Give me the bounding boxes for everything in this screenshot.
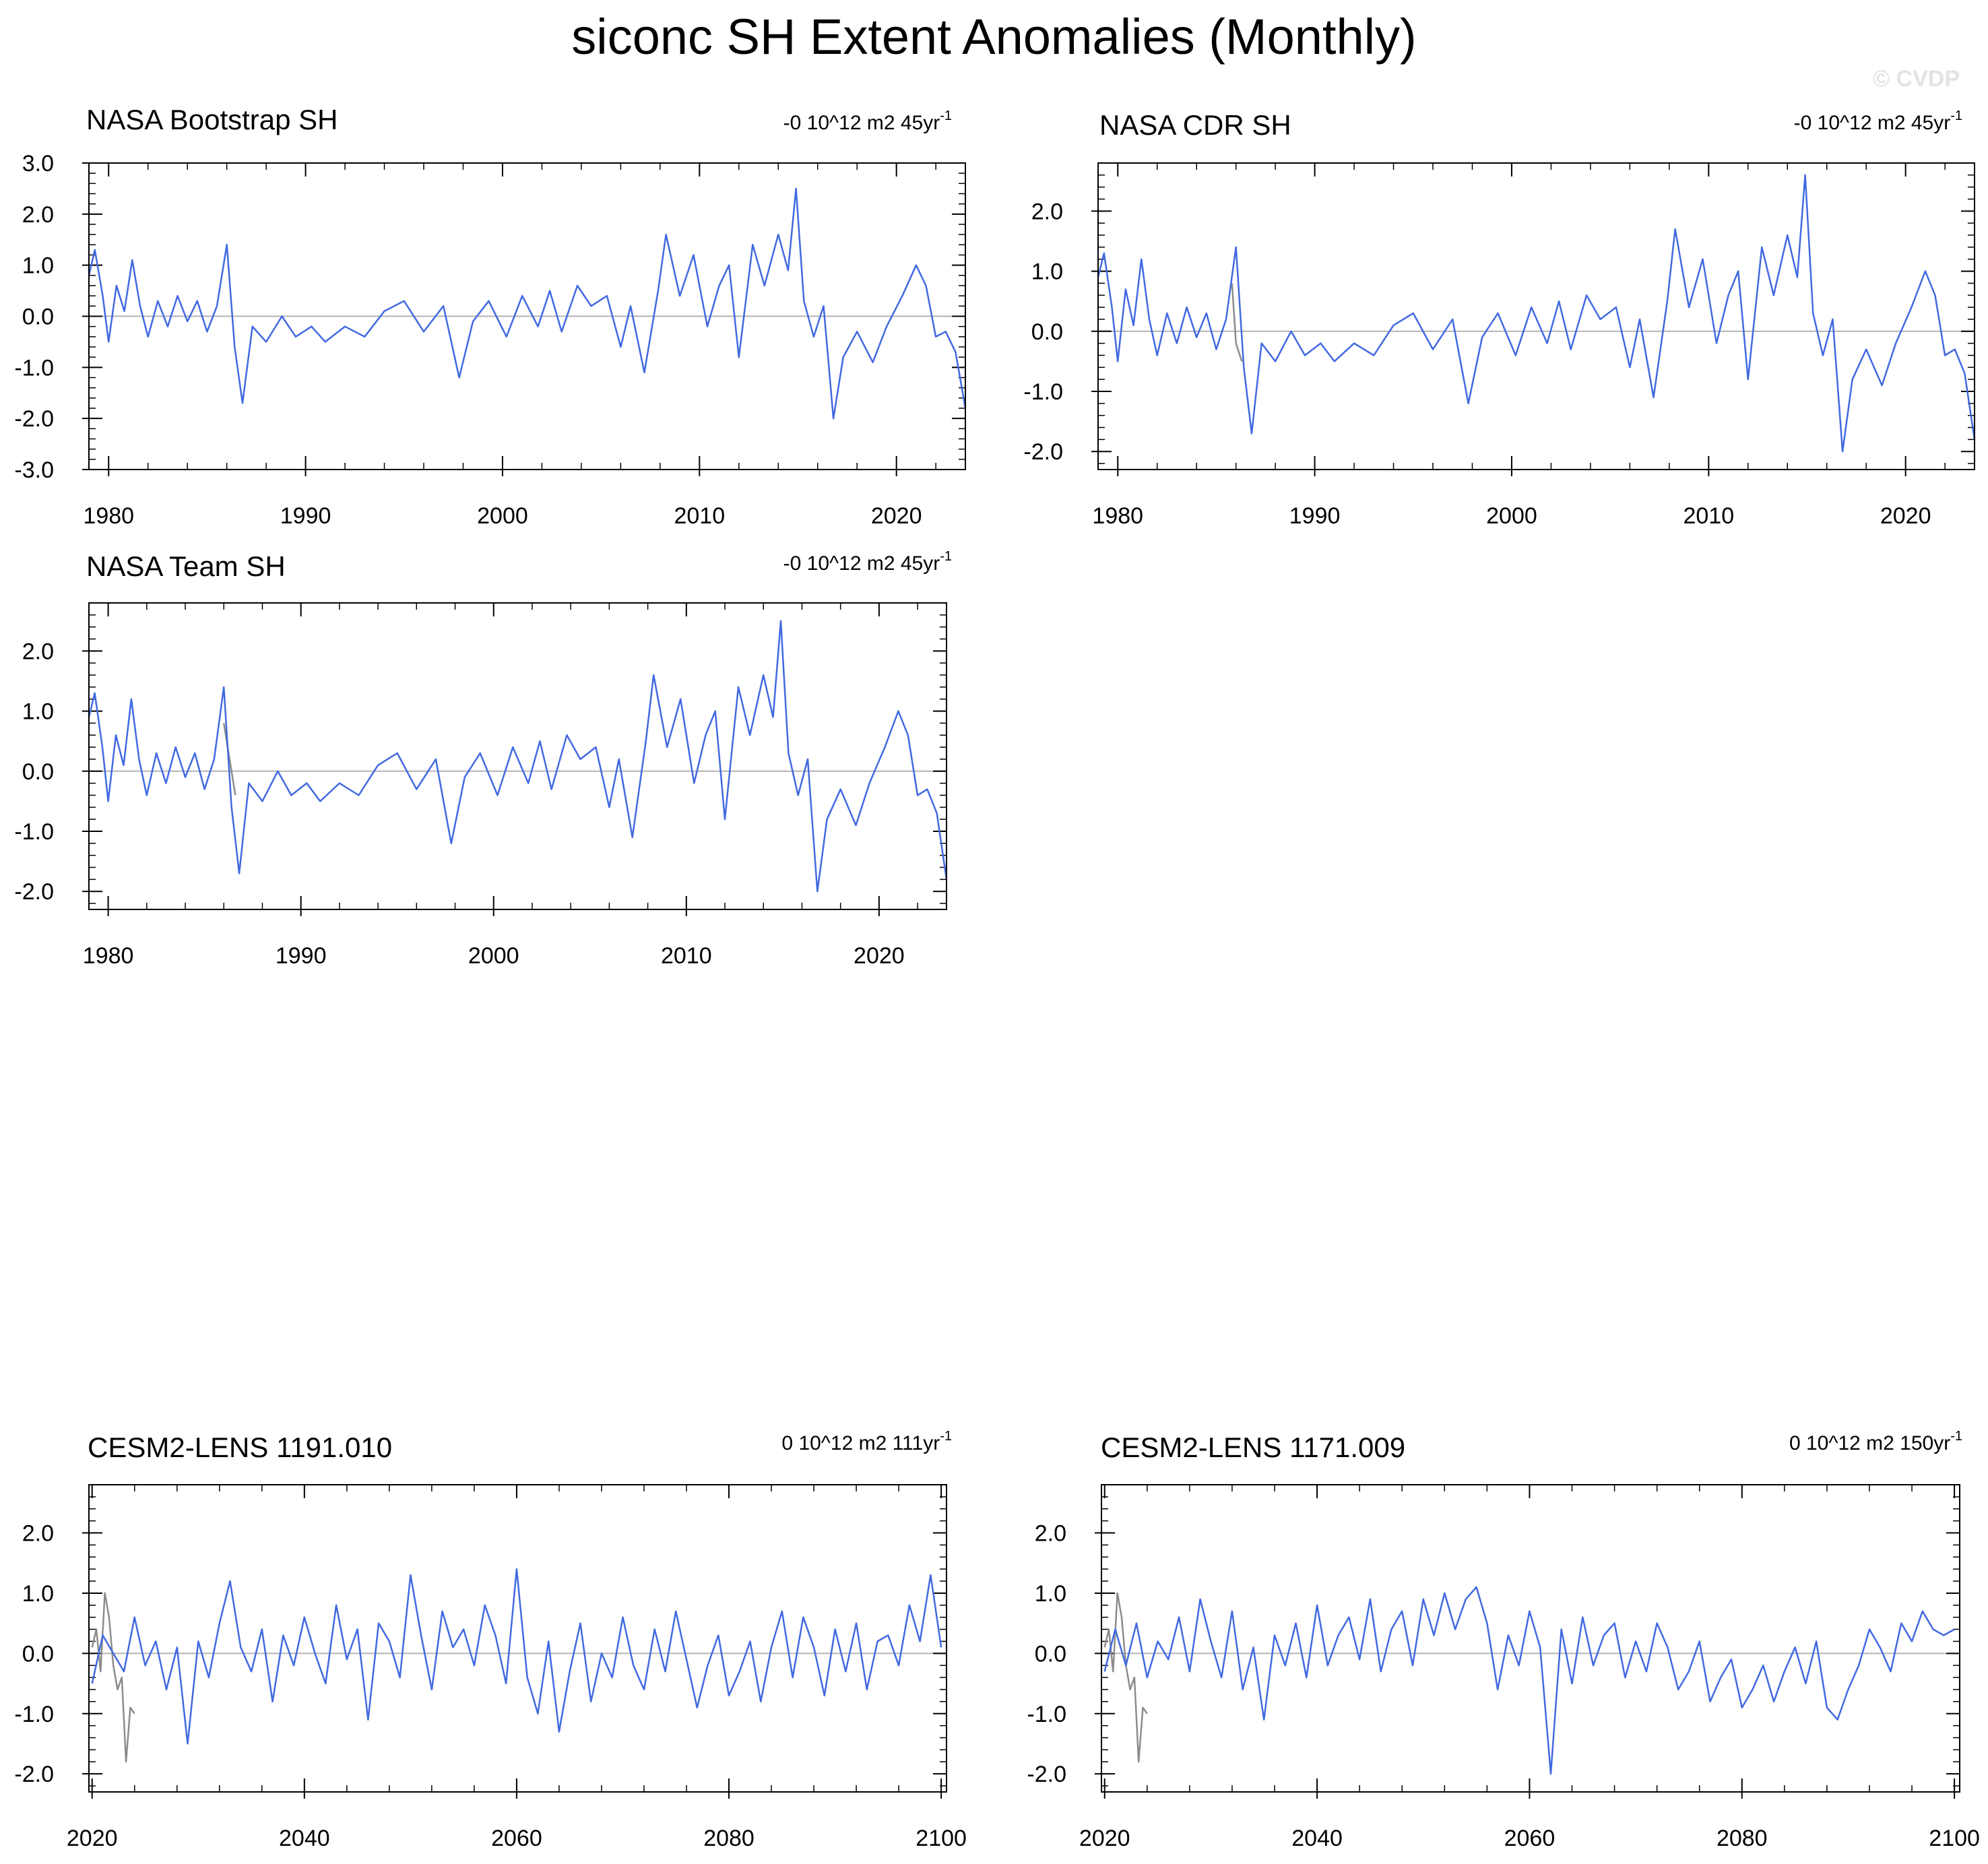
x-tick-label: 2080 <box>1717 1826 1768 1851</box>
y-tick-label: 1.0 <box>22 1581 54 1607</box>
series-line-observed <box>88 620 948 893</box>
y-tick-label: -1.0 <box>14 819 54 845</box>
panel-title: NASA Bootstrap SH <box>86 104 338 135</box>
trend-label: 0 10^12 m2 150yr-1 <box>1789 1429 1962 1454</box>
y-tick-label: -1.0 <box>14 1702 54 1727</box>
chart-panel-1: NASA Bootstrap SH -0 10^12 m2 45yr-1 -3.0 -… <box>14 104 967 529</box>
series-line-reference <box>1231 283 1243 362</box>
y-tick-label: 3.0 <box>22 151 54 176</box>
y-tick-label: 2.0 <box>1035 1521 1066 1547</box>
series-line-reference <box>91 1592 135 1763</box>
x-tick-label: 2060 <box>1504 1826 1556 1851</box>
y-tick-label: -1.0 <box>1027 1702 1066 1727</box>
series-line-model <box>91 1568 942 1745</box>
x-tick-label: 1990 <box>276 943 327 969</box>
y-tick-label: 1.0 <box>22 699 54 725</box>
y-tick-label: 2.0 <box>22 1521 54 1547</box>
trend-label: 0 10^12 m2 111yr-1 <box>781 1429 952 1454</box>
trend-label: -0 10^12 m2 45yr-1 <box>783 108 952 134</box>
x-tick-label: 1980 <box>83 503 134 529</box>
series-line-reference <box>1103 1592 1148 1763</box>
x-tick-label: 2100 <box>1929 1826 1980 1851</box>
x-tick-label: 2100 <box>916 1826 967 1851</box>
panel-title: NASA CDR SH <box>1099 109 1291 141</box>
series-line-model <box>1103 1586 1955 1775</box>
series-line-observed <box>1097 174 1976 453</box>
y-tick-label: 2.0 <box>1031 199 1063 224</box>
y-tick-label: 2.0 <box>22 202 54 228</box>
trend-label: -0 10^12 m2 45yr-1 <box>783 549 952 575</box>
y-tick-label: 0.0 <box>22 1641 54 1667</box>
y-tick-label: 1.0 <box>1031 259 1063 285</box>
x-tick-label: 1980 <box>1092 503 1143 529</box>
y-tick-label: 1.0 <box>1035 1581 1066 1607</box>
y-tick-label: -2.0 <box>14 1762 54 1787</box>
x-tick-label: 2020 <box>871 503 922 529</box>
x-tick-label: 2010 <box>661 943 712 969</box>
x-tick-label: 2040 <box>279 1826 330 1851</box>
trend-exponent: -1 <box>940 549 952 564</box>
chart-panel-3: NASA Team SH -0 10^12 m2 45yr-1 -2.0 -1.0 0.… <box>14 549 952 969</box>
x-tick-label: 2010 <box>1683 503 1734 529</box>
y-tick-label: -3.0 <box>14 457 54 483</box>
x-tick-label: 2060 <box>491 1826 542 1851</box>
trend-value: -0 10^12 m2 45yr <box>783 112 940 134</box>
panel-title: CESM2-LENS 1191.010 <box>88 1432 392 1463</box>
x-tick-label: 2080 <box>703 1826 755 1851</box>
panel-title: CESM2-LENS 1171.009 <box>1101 1432 1405 1463</box>
trend-value: -0 10^12 m2 45yr <box>783 552 940 575</box>
cvdp-watermark: © CVDP <box>1873 66 1960 92</box>
y-tick-label: 0.0 <box>22 759 54 785</box>
x-tick-label: 2040 <box>1291 1826 1343 1851</box>
x-tick-label: 2020 <box>854 943 905 969</box>
x-tick-label: 1990 <box>280 503 331 529</box>
plot-frame <box>88 162 966 470</box>
y-tick-label: -2.0 <box>14 879 54 905</box>
trend-value: -0 10^12 m2 45yr <box>1794 112 1951 134</box>
panel-title: NASA Team SH <box>86 550 286 582</box>
y-tick-label: -2.0 <box>1023 439 1063 465</box>
series-line-reference <box>222 723 236 796</box>
plot-frame <box>1097 162 1975 470</box>
y-tick-label: -1.0 <box>1023 379 1063 405</box>
x-tick-label: 2000 <box>468 943 519 969</box>
y-tick-label: -1.0 <box>14 355 54 381</box>
trend-value: 0 10^12 m2 150yr <box>1789 1432 1950 1454</box>
trend-value: 0 10^12 m2 111yr <box>781 1432 940 1454</box>
x-tick-label: 2010 <box>674 503 725 529</box>
x-tick-label: 2000 <box>1486 503 1537 529</box>
chart-panel-4: CESM2-LENS 1191.010 0 10^12 m2 111yr-1 -2.… <box>14 1429 967 1851</box>
y-tick-label: 2.0 <box>22 639 54 664</box>
trend-label: -0 10^12 m2 45yr-1 <box>1794 108 1962 134</box>
trend-exponent: -1 <box>940 108 952 123</box>
x-tick-label: 2020 <box>67 1826 118 1851</box>
series-line-observed <box>88 187 967 420</box>
chart-panel-5: CESM2-LENS 1171.009 0 10^12 m2 150yr-1 -2.… <box>1027 1429 1980 1851</box>
x-tick-label: 2020 <box>1880 503 1931 529</box>
x-tick-label: 1980 <box>83 943 134 969</box>
page-title: siconc SH Extent Anomalies (Monthly) <box>571 9 1417 65</box>
y-tick-label: 1.0 <box>22 253 54 279</box>
trend-exponent: -1 <box>1950 108 1962 123</box>
y-tick-label: 0.0 <box>1031 319 1063 345</box>
y-tick-label: 0.0 <box>1035 1641 1066 1667</box>
trend-exponent: -1 <box>940 1429 952 1444</box>
plot-frame <box>1101 1484 1960 1793</box>
plot-frame <box>88 1484 947 1793</box>
x-tick-label: 2000 <box>477 503 528 529</box>
x-tick-label: 2020 <box>1079 1826 1130 1851</box>
trend-exponent: -1 <box>1950 1429 1962 1444</box>
y-tick-label: 0.0 <box>22 304 54 330</box>
y-tick-label: -2.0 <box>1027 1762 1066 1787</box>
y-tick-label: -2.0 <box>14 406 54 432</box>
chart-panel-2: NASA CDR SH -0 10^12 m2 45yr-1 -2.0 -1.0 0.0… <box>1023 108 1976 529</box>
x-tick-label: 1990 <box>1289 503 1341 529</box>
plot-frame <box>88 602 947 910</box>
